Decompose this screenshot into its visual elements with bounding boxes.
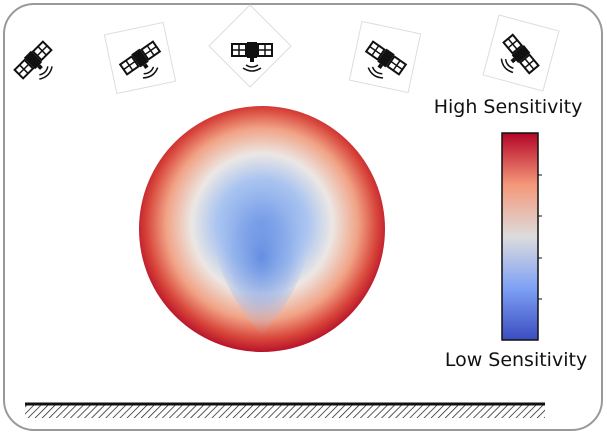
satellite-box bbox=[103, 21, 177, 95]
colorbar-ticks bbox=[538, 174, 542, 300]
sensitivity-core bbox=[212, 180, 311, 335]
ground-hatch bbox=[25, 405, 545, 418]
low-label: Low Sensitivity bbox=[445, 349, 587, 371]
satellite-box bbox=[348, 20, 422, 94]
satellite-box bbox=[482, 14, 560, 92]
colorbar bbox=[501, 132, 539, 341]
satellites bbox=[12, 4, 560, 95]
satellite-box bbox=[208, 4, 292, 88]
high-label: High Sensitivity bbox=[434, 96, 583, 118]
